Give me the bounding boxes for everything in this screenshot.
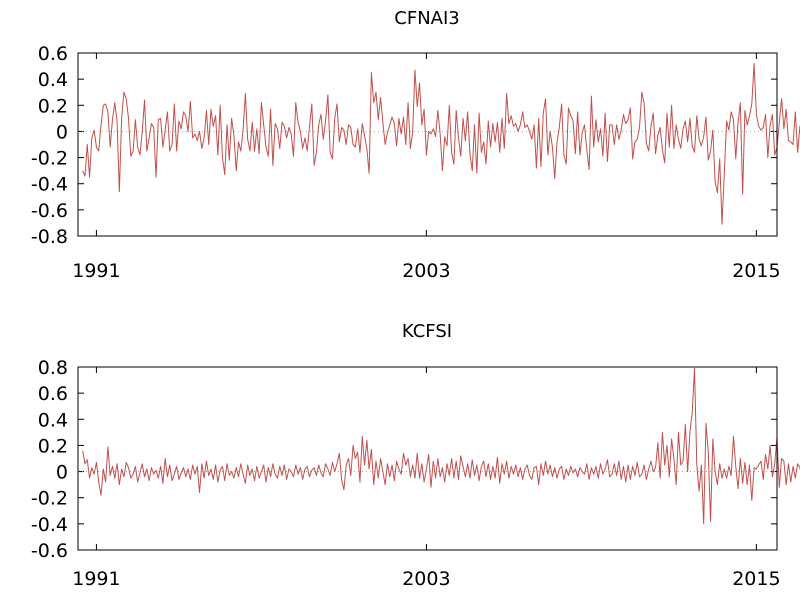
cfnai3-ytick-label: -0.2 xyxy=(31,148,68,170)
cfnai3-ytick-label: 0.4 xyxy=(38,69,68,91)
cfnai3-ytick-label: 0.6 xyxy=(38,43,68,65)
cfnai3-ytick-label: 0 xyxy=(56,121,68,143)
cfnai3-series-line xyxy=(82,62,800,225)
kcfsi-xtick-label: 1991 xyxy=(72,568,120,590)
cfnai3-ytick-label: -0.4 xyxy=(31,174,68,196)
cfnai3-ytick-label: -0.6 xyxy=(31,200,68,222)
cfnai3-plot-frame xyxy=(77,52,778,237)
kcfsi-series-line xyxy=(82,367,800,525)
kcfsi-xtick-label: 2015 xyxy=(732,568,780,590)
kcfsi-plot-frame xyxy=(77,366,778,551)
cfnai3-xtick-label: 1991 xyxy=(72,260,120,282)
kcfsi-ytick-label: -0.2 xyxy=(31,488,68,510)
kcfsi-ytick-label: 0.2 xyxy=(38,435,68,457)
cfnai3-xtick-label: 2003 xyxy=(402,260,450,282)
kcfsi-xtick-label: 2003 xyxy=(402,568,450,590)
kcfsi-title: KCFSI xyxy=(402,321,452,342)
kcfsi-ytick-label: 0 xyxy=(56,462,68,484)
cfnai3-ytick-label: 0.2 xyxy=(38,95,68,117)
cfnai3-ytick-label: -0.8 xyxy=(31,226,68,248)
kcfsi-ytick-label: 0.8 xyxy=(38,357,68,379)
kcfsi-ytick-label: -0.6 xyxy=(31,540,68,562)
cfnai3-title: CFNAI3 xyxy=(394,8,459,29)
kcfsi-ytick-label: -0.4 xyxy=(31,514,68,536)
kcfsi-ytick-label: 0.4 xyxy=(38,409,68,431)
cfnai3-xtick-label: 2015 xyxy=(732,260,780,282)
kcfsi-ytick-label: 0.6 xyxy=(38,383,68,405)
